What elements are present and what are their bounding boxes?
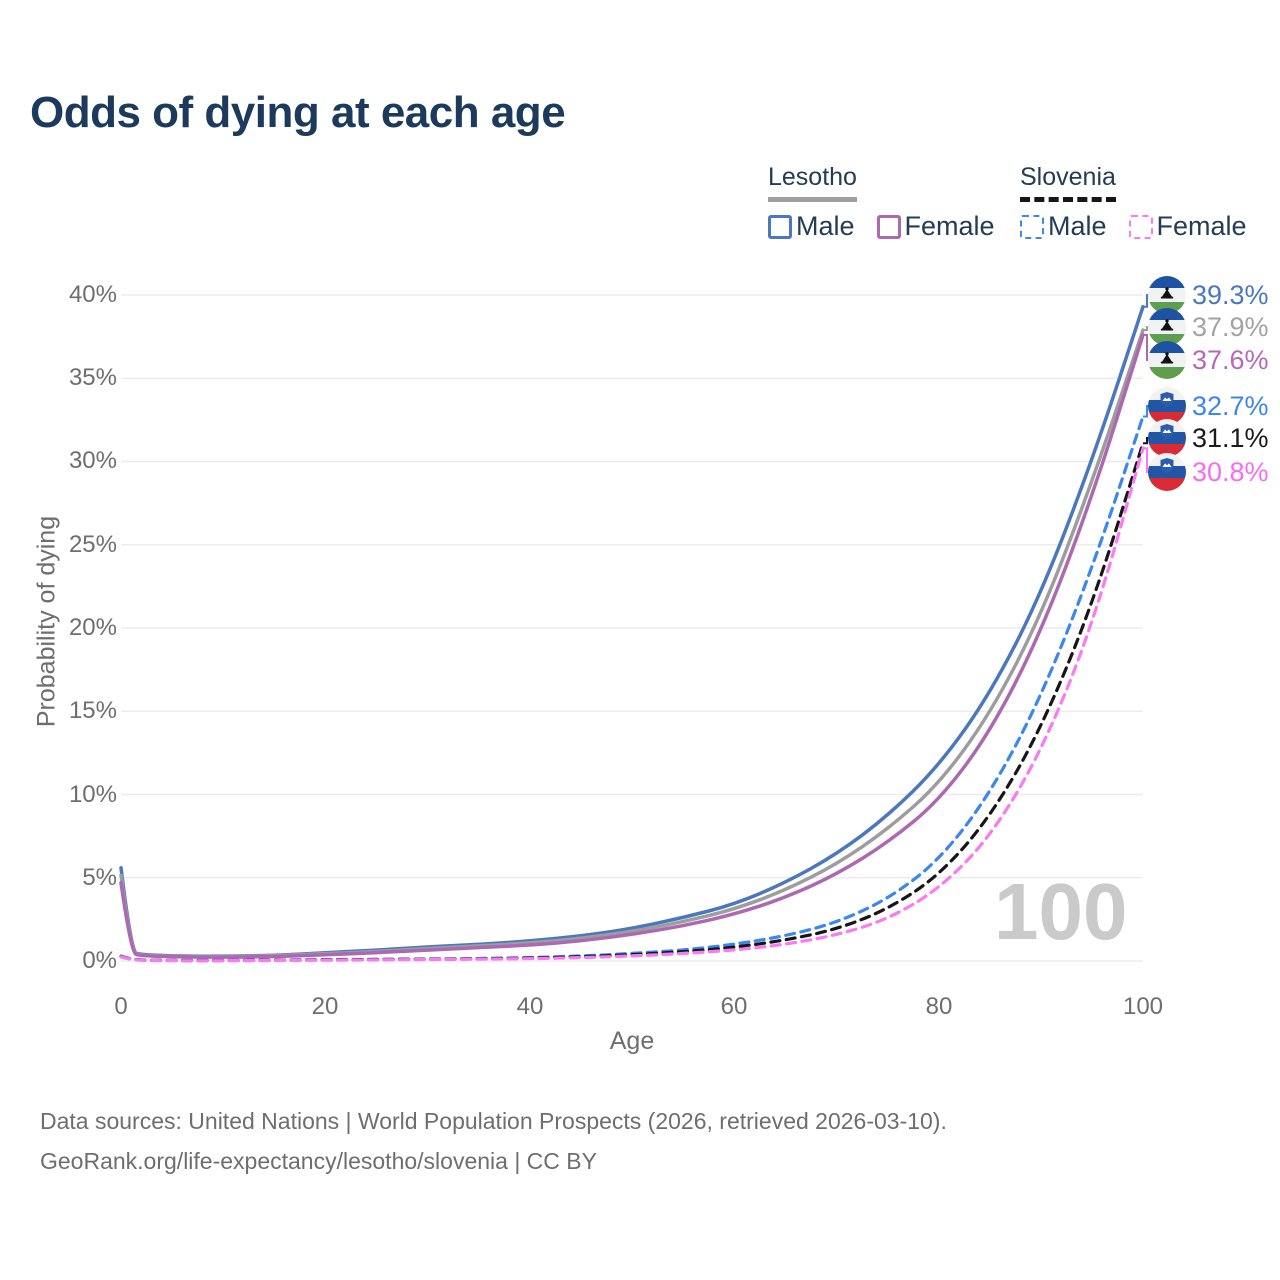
- endpoint-label-slovenia-all: 31.1%: [1148, 419, 1269, 457]
- legend-group-slovenia: Slovenia Male Female: [1020, 163, 1247, 242]
- endpoint-label-slovenia-male: 32.7%: [1148, 387, 1269, 425]
- series-line-slovenia-female[interactable]: [119, 446, 1145, 963]
- legend-item-slovenia-female[interactable]: Female: [1128, 211, 1247, 242]
- legend-item-label: Female: [1156, 211, 1247, 241]
- y-tick-label: 40%: [68, 281, 117, 308]
- legend-country-lesotho: Lesotho: [768, 163, 857, 202]
- y-tick-label: 5%: [82, 864, 117, 891]
- page-title: Odds of dying at each age: [30, 88, 566, 137]
- legend-item-lesotho-female[interactable]: Female: [876, 211, 995, 242]
- y-tick-label: 25%: [68, 531, 117, 558]
- y-tick-label: 15%: [68, 697, 117, 724]
- x-tick-label: 40: [516, 993, 544, 1020]
- slovenia-crest-icon: [1160, 392, 1174, 407]
- lesotho-flag-icon: [1148, 341, 1186, 379]
- endpoint-label-lesotho-female: 37.6%: [1148, 341, 1269, 379]
- mokorotlo-hat-icon: [1160, 287, 1174, 299]
- lesotho-male-checkbox-icon[interactable]: [768, 214, 792, 239]
- endpoint-label-lesotho-all: 37.9%: [1148, 308, 1269, 346]
- legend-item-lesotho-male[interactable]: Male: [768, 211, 855, 242]
- x-axis-title: Age: [609, 1027, 655, 1055]
- slovenia-crest-icon: [1160, 458, 1174, 473]
- y-tick-label: 0%: [82, 947, 117, 974]
- legend-item-label: Female: [904, 211, 995, 241]
- series-line-lesotho-female[interactable]: [119, 333, 1145, 959]
- legend-item-slovenia-male[interactable]: Male: [1020, 211, 1107, 242]
- attribution-note: GeoRank.org/life-expectancy/lesotho/slov…: [40, 1148, 597, 1174]
- x-tick-label: 60: [720, 993, 748, 1020]
- endpoint-label-slovenia-female: 30.8%: [1148, 453, 1269, 491]
- lesotho-female-checkbox-icon[interactable]: [876, 214, 901, 239]
- x-tick-label: 0: [114, 993, 128, 1020]
- mokorotlo-hat-icon: [1160, 319, 1174, 331]
- mokorotlo-hat-icon: [1160, 352, 1174, 364]
- slovenia-male-checkbox-icon[interactable]: [1020, 214, 1044, 239]
- data-source-note: Data sources: United Nations | World Pop…: [40, 1108, 947, 1134]
- slovenia-crest-icon: [1160, 424, 1174, 439]
- y-tick-label: 10%: [68, 781, 117, 808]
- x-tick-label: 20: [311, 993, 339, 1020]
- legend-item-label: Male: [1048, 211, 1107, 241]
- slovenia-female-checkbox-icon[interactable]: [1128, 214, 1153, 239]
- slovenia-flag-icon: [1148, 453, 1186, 491]
- slovenia-flag-icon: [1148, 419, 1186, 457]
- x-tick-label: 80: [925, 993, 953, 1020]
- y-tick-label: 30%: [68, 447, 117, 474]
- legend-item-label: Male: [796, 211, 855, 241]
- y-tick-label: 20%: [68, 614, 117, 641]
- endpoint-label-lesotho-male: 39.3%: [1148, 276, 1269, 314]
- series-line-lesotho-male[interactable]: [119, 304, 1145, 958]
- legend-country-slovenia: Slovenia: [1020, 163, 1116, 202]
- x-tick-label: 100: [1122, 993, 1164, 1020]
- age-indicator-watermark: 100: [994, 867, 1128, 956]
- y-tick-label: 35%: [68, 364, 117, 391]
- series-line-slovenia[interactable]: [119, 441, 1145, 963]
- legend-group-lesotho: Lesotho Male Female: [768, 163, 995, 242]
- y-axis-title: Probability of dying: [32, 515, 61, 728]
- series-line-lesotho[interactable]: [119, 328, 1145, 959]
